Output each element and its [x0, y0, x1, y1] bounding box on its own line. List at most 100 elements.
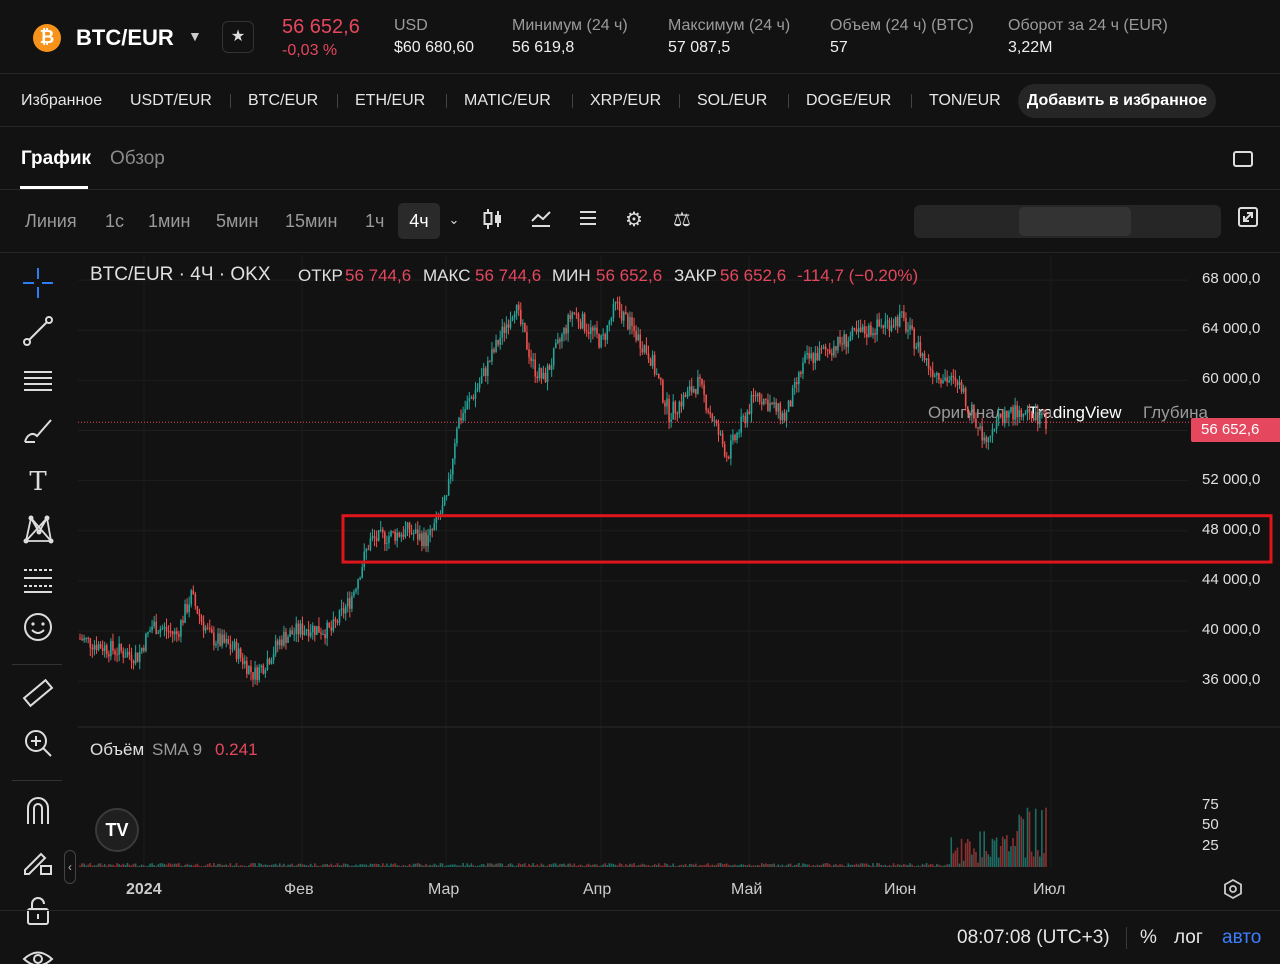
clock[interactable]: 08:07:08 (UTC+3): [957, 927, 1110, 948]
volume-bar: [268, 865, 271, 867]
text-tool-icon[interactable]: T: [29, 467, 47, 497]
unlock-icon[interactable]: [18, 894, 58, 934]
pair-name[interactable]: BTC/EUR: [76, 25, 174, 50]
chart-area[interactable]: BTC/EUR · 4Ч · OKX ОТКР 56 744,6 МАКС 56…: [78, 255, 1280, 910]
candle-body: [923, 353, 926, 361]
candle-body: [882, 325, 885, 328]
settings-icon[interactable]: [1222, 878, 1246, 902]
timeframe-5m[interactable]: 5мин: [216, 211, 259, 231]
fav-btc-eur[interactable]: BTC/EUR: [248, 92, 319, 109]
window-icon[interactable]: [1233, 151, 1253, 167]
timeframe-1m[interactable]: 1мин: [148, 211, 191, 231]
volume-bar: [1022, 819, 1025, 867]
candles-icon[interactable]: [480, 207, 506, 233]
emoji-icon[interactable]: [18, 610, 58, 650]
volume-bar: [379, 865, 382, 867]
candle-body: [884, 321, 887, 328]
candle-body: [795, 382, 798, 385]
horizontal-lines-icon[interactable]: [18, 364, 58, 404]
timeframe-1h[interactable]: 1ч: [365, 211, 385, 231]
view-depth[interactable]: Глубина: [1143, 403, 1208, 422]
view-original[interactable]: Оригинал: [928, 403, 1005, 422]
volume-bar: [837, 865, 839, 867]
candle-body: [363, 551, 366, 568]
candle-body: [526, 332, 528, 350]
candle-body: [917, 342, 920, 347]
volume-bar: [746, 865, 749, 867]
volume-bar: [526, 866, 528, 867]
candle-body: [711, 414, 714, 422]
crosshair-icon[interactable]: [18, 266, 58, 306]
fav-xrp-eur[interactable]: XRP/EUR: [590, 92, 662, 109]
volume-bar: [126, 862, 129, 867]
candle-body: [793, 382, 796, 388]
log-toggle[interactable]: лог: [1174, 927, 1203, 948]
indicators-icon[interactable]: [528, 207, 554, 233]
pattern-icon[interactable]: [18, 512, 58, 552]
volume-bar: [336, 863, 339, 867]
volume-bar: [847, 863, 850, 867]
fav-sol-eur[interactable]: SOL/EUR: [697, 92, 768, 109]
auto-toggle[interactable]: авто: [1222, 927, 1262, 948]
timeframe-15m[interactable]: 15мин: [285, 211, 338, 231]
legend-symbol: BTC/EUR · 4Ч · OKX: [90, 264, 271, 285]
candle-body: [122, 650, 125, 658]
candle-body: [835, 346, 837, 351]
candle-body: [83, 638, 85, 641]
candle-body: [604, 334, 607, 340]
tradingview-logo[interactable]: TV: [95, 808, 139, 852]
candle-body: [130, 654, 133, 661]
candle-body: [538, 367, 541, 379]
brush-icon[interactable]: [18, 414, 58, 454]
candle-body: [866, 334, 868, 337]
timeframe-line[interactable]: Линия: [25, 211, 77, 231]
fav-doge-eur[interactable]: DOGE/EUR: [806, 92, 892, 109]
volume-bar: [870, 865, 872, 867]
candle-body: [552, 348, 555, 366]
candle-body: [443, 496, 446, 506]
volume-bar: [283, 863, 285, 867]
candle-body: [532, 359, 534, 361]
candle-body: [495, 339, 497, 352]
tab-overview[interactable]: Обзор: [110, 148, 165, 169]
fib-levels-icon[interactable]: [18, 562, 58, 602]
tab-chart[interactable]: График: [21, 148, 92, 169]
lock-drawing-icon[interactable]: [18, 844, 58, 884]
gear-icon[interactable]: ⚙: [625, 209, 643, 231]
volume-bar: [128, 864, 131, 867]
candle-body: [590, 327, 592, 335]
percent-toggle[interactable]: %: [1140, 927, 1157, 948]
fav-eth-eur[interactable]: ETH/EUR: [355, 92, 426, 109]
volume-bar: [326, 863, 328, 867]
low-value: 56 619,8: [512, 39, 575, 56]
fav-usdt-eur[interactable]: USDT/EUR: [130, 92, 212, 109]
expand-icon[interactable]: [1235, 207, 1261, 233]
favorites-title[interactable]: Избранное: [21, 92, 103, 109]
candle-body: [880, 325, 883, 327]
volume-bar: [835, 864, 837, 867]
trend-line-icon[interactable]: [18, 314, 58, 354]
scales-icon[interactable]: ⚖: [673, 209, 691, 231]
candle-body: [254, 667, 256, 680]
chevron-down-icon[interactable]: ⌄: [448, 212, 460, 227]
star-icon[interactable]: ★: [222, 21, 254, 53]
fav-ton-eur[interactable]: TON/EUR: [929, 92, 1001, 109]
magnet-icon[interactable]: [18, 794, 58, 834]
timeframe-4h[interactable]: 4ч: [398, 203, 440, 239]
ruler-icon[interactable]: [18, 676, 58, 716]
volume-bar: [416, 863, 419, 867]
collapse-sidebar-button[interactable]: ‹: [64, 850, 76, 884]
add-to-favorites-button[interactable]: Добавить в избранное: [1018, 84, 1216, 118]
list-icon[interactable]: [575, 207, 601, 233]
eye-icon[interactable]: [18, 942, 58, 964]
fav-matic-eur[interactable]: MATIC/EUR: [464, 92, 551, 109]
zoom-in-icon[interactable]: [18, 726, 58, 766]
timeframe-1s[interactable]: 1с: [105, 211, 125, 231]
volume-bar: [777, 864, 780, 867]
chevron-down-icon[interactable]: ▼: [188, 28, 202, 44]
candle-body: [946, 377, 948, 383]
volume-bar: [550, 864, 553, 867]
volume-bar: [748, 864, 751, 867]
volume-bar: [645, 865, 648, 867]
candle-body: [344, 606, 347, 614]
